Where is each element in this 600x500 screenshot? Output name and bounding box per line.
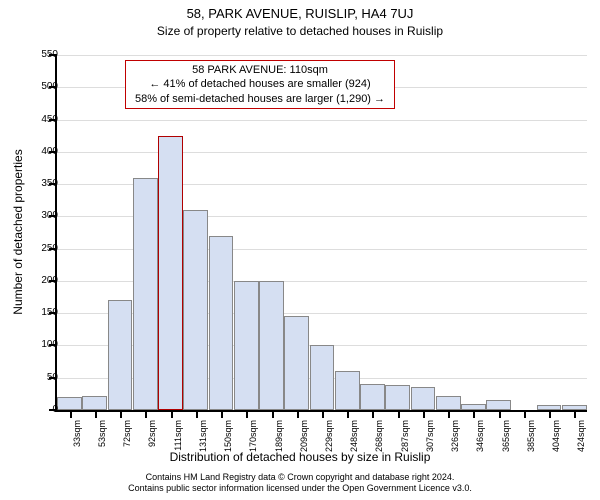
x-tick (272, 410, 274, 418)
annotation-box: 58 PARK AVENUE: 110sqm ← 41% of detached… (125, 60, 395, 109)
x-tick-label: 209sqm (299, 420, 309, 470)
x-tick (95, 410, 97, 418)
bar (335, 371, 360, 410)
x-tick (423, 410, 425, 418)
x-tick-label: 131sqm (198, 420, 208, 470)
x-tick (171, 410, 173, 418)
x-tick (448, 410, 450, 418)
footer-line1: Contains HM Land Registry data © Crown c… (0, 472, 600, 483)
x-tick-label: 248sqm (349, 420, 359, 470)
y-tick-label: 200 (18, 275, 58, 286)
chart-container: 58, PARK AVENUE, RUISLIP, HA4 7UJ Size o… (0, 0, 600, 500)
x-tick-label: 365sqm (501, 420, 511, 470)
x-tick-label: 424sqm (576, 420, 586, 470)
grid-line (57, 152, 587, 153)
x-tick-label: 385sqm (526, 420, 536, 470)
x-tick (499, 410, 501, 418)
bar (108, 300, 133, 410)
chart-title: 58, PARK AVENUE, RUISLIP, HA4 7UJ (0, 6, 600, 21)
x-tick (196, 410, 198, 418)
x-tick-label: 326sqm (450, 420, 460, 470)
bar (436, 396, 461, 410)
footer-line2: Contains public sector information licen… (0, 483, 600, 494)
x-tick-label: 268sqm (374, 420, 384, 470)
x-tick-label: 307sqm (425, 420, 435, 470)
annotation-line2: ← 41% of detached houses are smaller (92… (132, 77, 388, 91)
x-tick-label: 346sqm (475, 420, 485, 470)
x-tick (398, 410, 400, 418)
footer: Contains HM Land Registry data © Crown c… (0, 472, 600, 494)
bar (234, 281, 259, 410)
x-tick (574, 410, 576, 418)
y-tick-label: 0 (18, 404, 58, 415)
x-tick (145, 410, 147, 418)
x-tick (347, 410, 349, 418)
x-tick-label: 287sqm (400, 420, 410, 470)
bar (411, 387, 436, 410)
x-tick-label: 33sqm (72, 420, 82, 470)
x-tick-label: 170sqm (248, 420, 258, 470)
bar (183, 210, 208, 410)
x-tick-label: 111sqm (173, 420, 183, 470)
bar (57, 397, 82, 410)
x-tick-label: 150sqm (223, 420, 233, 470)
y-tick-label: 300 (18, 210, 58, 221)
x-tick-label: 404sqm (551, 420, 561, 470)
bar (82, 396, 107, 410)
y-tick-label: 150 (18, 307, 58, 318)
y-tick-label: 450 (18, 114, 58, 125)
bar (360, 384, 385, 410)
grid-line (57, 120, 587, 121)
x-tick (221, 410, 223, 418)
bar (259, 281, 284, 410)
bar (133, 178, 158, 410)
x-tick (246, 410, 248, 418)
bar-highlight (158, 136, 183, 410)
annotation-line3: 58% of semi-detached houses are larger (… (132, 92, 388, 106)
x-tick (322, 410, 324, 418)
x-tick (473, 410, 475, 418)
x-tick-label: 189sqm (274, 420, 284, 470)
x-tick-label: 229sqm (324, 420, 334, 470)
grid-line (57, 55, 587, 56)
x-tick (524, 410, 526, 418)
x-tick (297, 410, 299, 418)
chart-subtitle: Size of property relative to detached ho… (0, 24, 600, 38)
x-tick (70, 410, 72, 418)
bar (209, 236, 234, 410)
x-tick-label: 72sqm (122, 420, 132, 470)
y-axis-title: Number of detached properties (11, 132, 25, 332)
x-tick-label: 92sqm (147, 420, 157, 470)
bar (486, 400, 511, 410)
x-tick-label: 53sqm (97, 420, 107, 470)
x-tick (372, 410, 374, 418)
y-tick-label: 100 (18, 339, 58, 350)
y-tick-label: 550 (18, 49, 58, 60)
y-tick-label: 500 (18, 81, 58, 92)
bar (310, 345, 335, 410)
x-tick (549, 410, 551, 418)
annotation-line1: 58 PARK AVENUE: 110sqm (132, 63, 388, 77)
y-tick-label: 250 (18, 243, 58, 254)
y-tick-label: 350 (18, 178, 58, 189)
y-tick-label: 50 (18, 372, 58, 383)
y-tick-label: 400 (18, 146, 58, 157)
bar (385, 385, 410, 410)
bar (284, 316, 309, 410)
x-tick (120, 410, 122, 418)
